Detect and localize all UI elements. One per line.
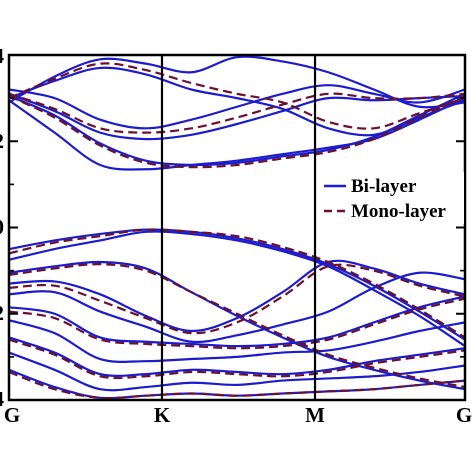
- legend: Bi-layer Mono-layer: [318, 172, 464, 224]
- bilayer-band-15: [9, 351, 465, 392]
- legend-label-bilayer: Bi-layer: [351, 176, 417, 197]
- bilayer-band-11: [9, 271, 465, 344]
- y-tick-label-upper: 2: [0, 129, 4, 153]
- x-tick-label-m: M: [305, 403, 325, 427]
- bilayer-band-5: [9, 66, 465, 137]
- bilayer-band-10: [9, 259, 465, 333]
- monolayer-band-8: [9, 338, 465, 380]
- monolayer-band-9: [9, 370, 465, 400]
- bilayer-band-7: [9, 228, 465, 341]
- bilayer-band-3: [9, 92, 465, 141]
- y-tick-labels: 4 2 0 2 4: [0, 44, 5, 411]
- legend-label-monolayer: Mono-layer: [351, 201, 447, 222]
- bilayer-band-9: [9, 260, 465, 391]
- monolayer-band-1: [9, 94, 465, 169]
- axis-ticks: [9, 54, 465, 401]
- bilayer-band-14: [9, 336, 465, 377]
- x-tick-labels: G K M G: [4, 403, 472, 427]
- bilayer-band-12: [9, 295, 465, 348]
- x-tick-label-g-start: G: [4, 403, 20, 427]
- band-curves: [9, 55, 465, 400]
- y-tick-label-top: 4: [0, 44, 5, 68]
- monolayer-band-3: [9, 62, 465, 130]
- x-tick-label-g-end: G: [456, 403, 472, 427]
- x-tick-label-k: K: [154, 403, 171, 427]
- bilayer-band-13: [9, 319, 465, 363]
- monolayer-band-6: [9, 263, 465, 335]
- monolayer-band-4: [9, 228, 465, 339]
- legend-background: [318, 172, 464, 224]
- y-tick-label-lower: 2: [0, 301, 4, 325]
- bilayer-band-8: [9, 230, 465, 348]
- bilayer-band-4: [9, 84, 465, 130]
- high-symmetry-lines: [160, 55, 317, 400]
- bilayer-band-6: [9, 55, 465, 109]
- y-tick-label-bottom: 4: [0, 387, 5, 411]
- y-tick-label-zero: 0: [0, 215, 4, 239]
- monolayer-band-5: [9, 263, 465, 389]
